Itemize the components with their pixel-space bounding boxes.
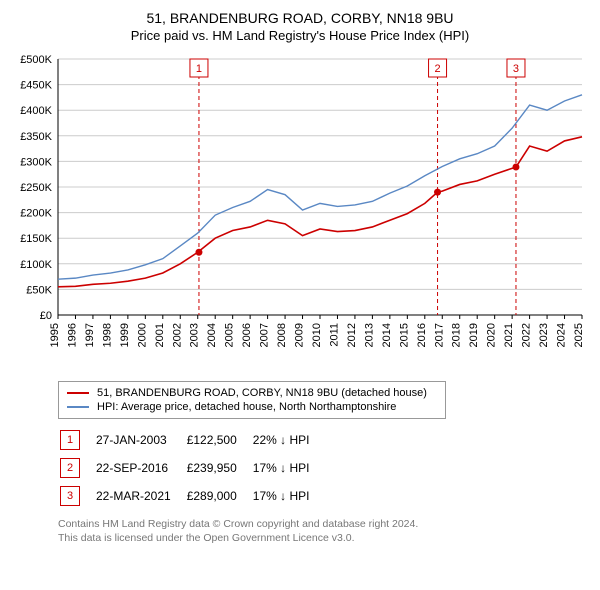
svg-text:2018: 2018: [451, 323, 463, 347]
chart-subtitle: Price paid vs. HM Land Registry's House …: [10, 28, 590, 43]
svg-text:£50K: £50K: [26, 284, 52, 296]
marker-date: 27-JAN-2003: [96, 427, 185, 453]
svg-text:2: 2: [434, 63, 440, 75]
svg-text:£200K: £200K: [20, 208, 52, 220]
svg-text:£400K: £400K: [20, 105, 52, 117]
marker-number: 1: [60, 430, 80, 450]
chart-title: 51, BRANDENBURG ROAD, CORBY, NN18 9BU: [10, 10, 590, 26]
svg-text:1997: 1997: [84, 323, 96, 347]
svg-text:£350K: £350K: [20, 131, 52, 143]
marker-date: 22-SEP-2016: [96, 455, 185, 481]
chart-plot: £0 £50K £100K £150K £200K £250K £300K £350K £400…: [10, 53, 590, 373]
chart-container: { "title": "51, BRANDENBURG ROAD, CORBY,…: [0, 0, 600, 553]
legend-swatch: [67, 392, 89, 394]
svg-text:1996: 1996: [66, 323, 78, 347]
legend-label: 51, BRANDENBURG ROAD, CORBY, NN18 9BU (d…: [97, 387, 427, 399]
svg-text:1999: 1999: [119, 323, 131, 347]
footnote-line: Contains HM Land Registry data © Crown c…: [58, 517, 570, 531]
footnote: Contains HM Land Registry data © Crown c…: [58, 517, 570, 545]
marker-price: £122,500: [187, 427, 251, 453]
svg-text:2025: 2025: [573, 323, 585, 347]
marker-price: £289,000: [187, 483, 251, 509]
legend-swatch: [67, 406, 89, 408]
svg-text:£500K: £500K: [20, 54, 52, 66]
svg-text:2008: 2008: [276, 323, 288, 347]
svg-text:2014: 2014: [381, 323, 393, 347]
marker-row: 2 22-SEP-2016£239,95017% ↓ HPI: [60, 455, 323, 481]
svg-text:2011: 2011: [328, 323, 340, 347]
svg-text:2019: 2019: [468, 323, 480, 347]
chart-svg: £0 £50K £100K £150K £200K £250K £300K £350K £400…: [10, 53, 590, 373]
marker-row: 3 22-MAR-2021£289,00017% ↓ HPI: [60, 483, 323, 509]
svg-text:2001: 2001: [154, 323, 166, 347]
marker-delta: 22% ↓ HPI: [253, 427, 324, 453]
svg-text:2007: 2007: [259, 323, 271, 347]
svg-text:2013: 2013: [363, 323, 375, 347]
svg-text:£300K: £300K: [20, 156, 52, 168]
marker-delta: 17% ↓ HPI: [253, 455, 324, 481]
svg-text:1998: 1998: [101, 323, 113, 347]
marker-price: £239,950: [187, 455, 251, 481]
svg-text:2006: 2006: [241, 323, 253, 347]
svg-text:2020: 2020: [486, 323, 498, 347]
legend-label: HPI: Average price, detached house, Nort…: [97, 401, 396, 413]
svg-text:£100K: £100K: [20, 259, 52, 271]
svg-text:2015: 2015: [398, 323, 410, 347]
svg-text:£250K: £250K: [20, 182, 52, 194]
svg-text:£0: £0: [40, 310, 52, 322]
svg-text:2022: 2022: [521, 323, 533, 347]
svg-text:3: 3: [513, 63, 519, 75]
svg-text:2012: 2012: [346, 323, 358, 347]
legend: 51, BRANDENBURG ROAD, CORBY, NN18 9BU (d…: [58, 381, 446, 419]
svg-text:£150K: £150K: [20, 233, 52, 245]
svg-text:2010: 2010: [311, 323, 323, 347]
marker-row: 1 27-JAN-2003£122,50022% ↓ HPI: [60, 427, 323, 453]
markers-table: 1 27-JAN-2003£122,50022% ↓ HPI 2 22-SEP-201…: [58, 425, 325, 511]
svg-text:2023: 2023: [538, 323, 550, 347]
footnote-line: This data is licensed under the Open Gov…: [58, 531, 570, 545]
svg-text:2004: 2004: [206, 323, 218, 347]
marker-delta: 17% ↓ HPI: [253, 483, 324, 509]
legend-item: 51, BRANDENBURG ROAD, CORBY, NN18 9BU (d…: [67, 386, 437, 400]
svg-text:2024: 2024: [556, 323, 568, 347]
svg-text:2009: 2009: [294, 323, 306, 347]
svg-text:1995: 1995: [49, 323, 61, 347]
marker-number: 2: [60, 458, 80, 478]
svg-text:2000: 2000: [136, 323, 148, 347]
svg-text:£450K: £450K: [20, 80, 52, 92]
svg-text:2016: 2016: [416, 323, 428, 347]
svg-text:1: 1: [196, 63, 202, 75]
marker-number: 3: [60, 486, 80, 506]
marker-date: 22-MAR-2021: [96, 483, 185, 509]
svg-text:2002: 2002: [171, 323, 183, 347]
svg-text:2021: 2021: [503, 323, 515, 347]
svg-text:2017: 2017: [433, 323, 445, 347]
svg-text:2005: 2005: [224, 323, 236, 347]
legend-item: HPI: Average price, detached house, Nort…: [67, 400, 437, 414]
svg-text:2003: 2003: [189, 323, 201, 347]
